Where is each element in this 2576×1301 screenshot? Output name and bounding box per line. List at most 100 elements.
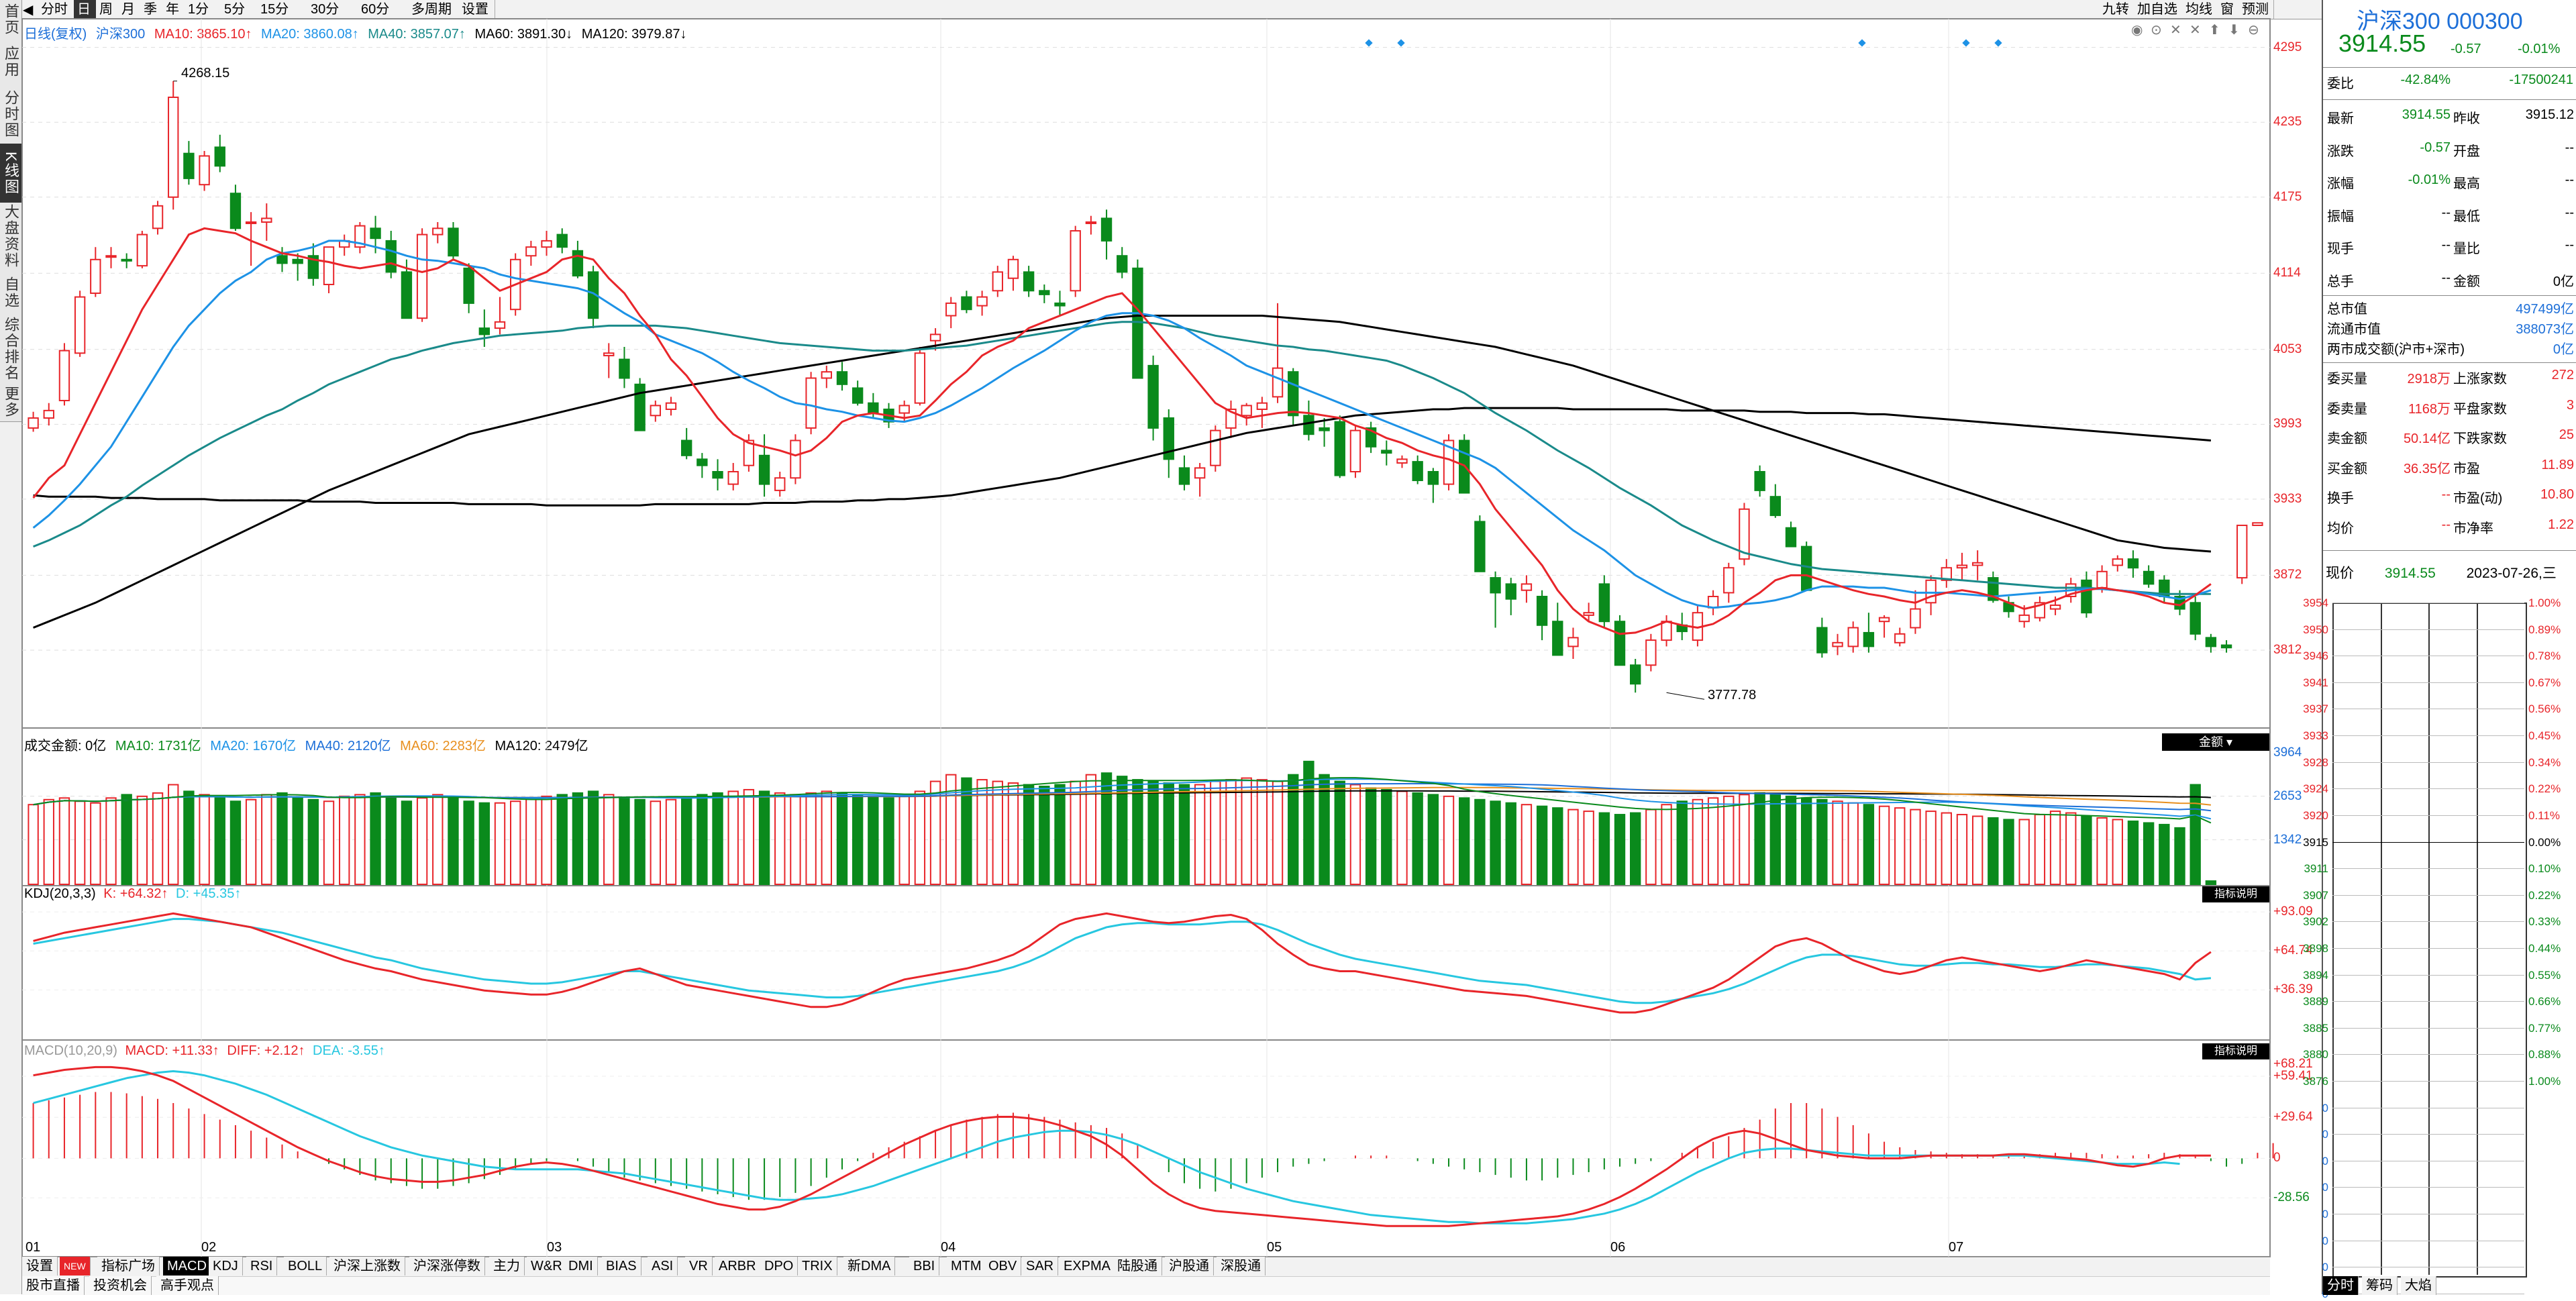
indicator-tab-2[interactable]: 指标广场	[97, 1257, 160, 1276]
ma40-line	[33, 321, 2211, 595]
volume-bar	[74, 800, 86, 885]
volume-bar	[510, 800, 521, 885]
indicator-tab-26[interactable]: 深股通	[1217, 1257, 1266, 1276]
indicator-tab-1[interactable]: NEW	[60, 1257, 91, 1276]
sidebar-tab-4[interactable]: 大盘资料	[0, 203, 21, 270]
top-right-tab-0[interactable]: 九转	[2099, 0, 2134, 19]
period-tab-0[interactable]: 分时	[38, 0, 74, 19]
volume-bar	[385, 795, 397, 885]
signal-diamond-1	[1397, 39, 1405, 47]
candle-body	[1800, 545, 1812, 591]
price-tick-4: 4053	[2273, 342, 2302, 356]
sidebar-tab-3[interactable]: K线图	[0, 144, 21, 203]
indicator-tab-23[interactable]: EXPMA	[1060, 1257, 1116, 1276]
volume-bar	[1925, 811, 1937, 885]
period-tab-6[interactable]: 1分	[185, 0, 221, 19]
indicator-tab-21[interactable]: OBV	[984, 1257, 1022, 1276]
volume-bar	[1552, 807, 1563, 886]
chart-tool-icon-4[interactable]: ⬆	[2209, 23, 2220, 38]
volume-bar	[868, 795, 879, 885]
candle-body	[603, 352, 615, 357]
intraday-tab-2[interactable]: 大焰	[2401, 1276, 2436, 1295]
period-tab-11[interactable]: 多周期	[408, 0, 459, 19]
indicator-tab-6[interactable]: BOLL	[284, 1257, 327, 1276]
volume-bar	[2081, 815, 2092, 886]
indicator-tab-25[interactable]: 沪股通	[1165, 1257, 1214, 1276]
candle-body	[1723, 567, 1735, 594]
period-tab-7[interactable]: 5分	[221, 0, 258, 19]
sidebar-tab-6[interactable]: 综合排名	[0, 315, 21, 383]
bottom-link-2[interactable]: 高手观点	[156, 1276, 219, 1295]
indicator-tab-4[interactable]: KDJ	[209, 1257, 243, 1276]
intraday-tab-1[interactable]: 筹码	[2362, 1276, 2398, 1295]
indicator-tab-24[interactable]: 陆股通	[1113, 1257, 1162, 1276]
indicator-tab-0[interactable]: 设置	[22, 1257, 58, 1276]
volume-legend: 成交金额: 0亿 MA10: 1731亿 MA20: 1670亿 MA40: 2…	[24, 735, 588, 754]
indicator-tab-22[interactable]: SAR	[1022, 1257, 1059, 1276]
sidebar-tab-2[interactable]: 分时图	[0, 85, 21, 144]
period-tab-10[interactable]: 60分	[358, 0, 409, 19]
period-tab-9[interactable]: 30分	[307, 0, 358, 19]
macd-help-badge[interactable]: 指标说明	[2202, 1043, 2269, 1059]
bottom-link-0[interactable]: 股市直播	[22, 1276, 85, 1295]
volume-bar	[1894, 807, 1906, 886]
chart-tool-icon-2[interactable]: ✕	[2170, 23, 2181, 38]
volume-bar	[541, 795, 552, 885]
indicator-tab-17[interactable]: TRIX	[798, 1257, 837, 1276]
period-tab-2[interactable]: 周	[96, 0, 119, 19]
intraday-right-tick-5: 0.45%	[2528, 729, 2561, 743]
volume-bar	[2127, 820, 2139, 885]
period-tab-1[interactable]: 日	[74, 0, 97, 19]
indicator-tab-15[interactable]: ARBR	[715, 1257, 761, 1276]
period-tab-12[interactable]: 设置	[458, 0, 495, 19]
indicator-tab-16[interactable]: DPO	[760, 1257, 798, 1276]
indicator-tab-11[interactable]: DMI	[564, 1257, 598, 1276]
indicator-tab-8[interactable]: 沪深涨停数	[409, 1257, 485, 1276]
period-tab-8[interactable]: 15分	[257, 0, 308, 19]
sidebar-tab-1[interactable]: 应用	[0, 39, 21, 85]
candle-body	[1598, 583, 1610, 623]
sidebar-tab-7[interactable]: 更多	[0, 382, 21, 422]
period-tab-5[interactable]: 年	[162, 0, 185, 19]
top-right-tab-1[interactable]: 加自选	[2134, 0, 2183, 19]
toolbar-arrow-icon[interactable]: ◀	[23, 3, 34, 17]
candle-body	[448, 227, 459, 257]
indicator-tab-10[interactable]: W&R	[527, 1257, 567, 1276]
volume-bar	[416, 797, 428, 886]
indicator-tab-14[interactable]: VR	[685, 1257, 713, 1276]
candle-body	[354, 225, 366, 248]
volume-bar	[1054, 784, 1066, 885]
sidebar-tab-0[interactable]: 首页	[0, 0, 21, 40]
quote-label: 委买量	[2327, 372, 2367, 386]
intraday-tab-0[interactable]: 分时	[2323, 1276, 2359, 1295]
chart-tool-icon-6[interactable]: ⊖	[2248, 23, 2259, 38]
chart-tool-icon-5[interactable]: ⬇	[2228, 23, 2240, 38]
top-right-tab-2[interactable]: 均线	[2182, 0, 2218, 19]
indicator-tab-18[interactable]: 新DMA	[843, 1257, 896, 1276]
indicator-tab-12[interactable]: BIAS	[602, 1257, 641, 1276]
period-tab-4[interactable]: 季	[140, 0, 163, 19]
volume-bar	[58, 797, 70, 886]
indicator-tab-7[interactable]: 沪深上涨数	[329, 1257, 405, 1276]
indicator-tab-13[interactable]: ASI	[648, 1257, 678, 1276]
chart-tool-icon-0[interactable]: ◉	[2131, 23, 2143, 38]
top-right-tab-4[interactable]: 预测	[2238, 0, 2274, 19]
indicator-tab-20[interactable]: MTM	[947, 1257, 986, 1276]
intraday-hline-7	[2332, 788, 2524, 790]
candle-body	[385, 240, 397, 273]
chart-tool-icon-1[interactable]: ⊙	[2151, 23, 2162, 38]
indicator-tab-9[interactable]: 主力	[489, 1257, 525, 1276]
quote-value: 2918万	[2407, 372, 2451, 386]
volume-bar	[1412, 792, 1423, 885]
indicator-tab-3[interactable]: MACD	[163, 1257, 211, 1276]
sidebar-tab-5[interactable]: 自选股	[0, 270, 21, 316]
bottom-link-1[interactable]: 投资机会	[89, 1276, 152, 1295]
indicator-tab-5[interactable]: RSI	[246, 1257, 278, 1276]
indicator-tab-19[interactable]: BBI	[909, 1257, 940, 1276]
kdj-help-badge[interactable]: 指标说明	[2202, 886, 2269, 902]
chart-tool-icon-3[interactable]: ✕	[2189, 23, 2201, 38]
panel-sep	[2323, 362, 2576, 363]
volume-bar	[852, 794, 864, 885]
volume-badge[interactable]: 金额 ▾	[2162, 733, 2269, 751]
